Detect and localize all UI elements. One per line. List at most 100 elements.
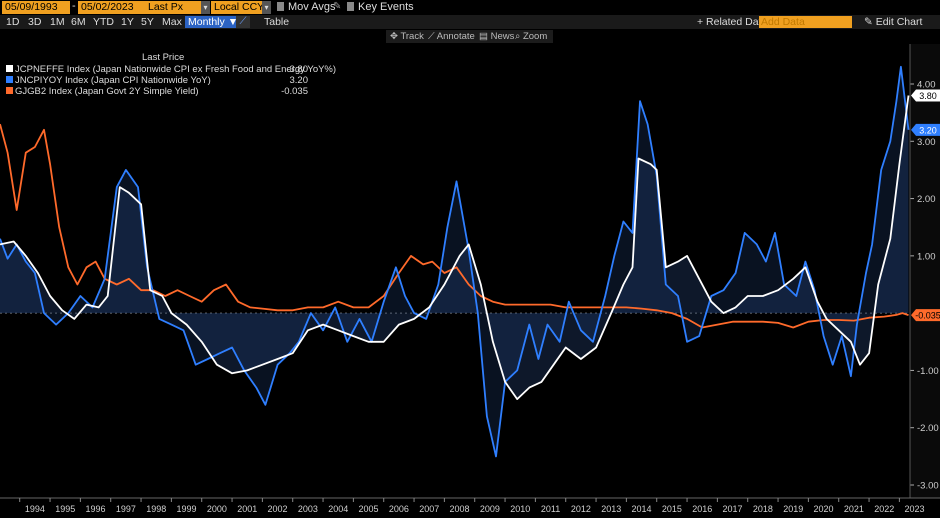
y-tick-label: -2.00 bbox=[917, 423, 939, 434]
plot-area bbox=[0, 44, 910, 498]
legend-row-jcpneffe[interactable]: JCPNEFFE Index (Japan Nationwide CPI ex … bbox=[6, 64, 336, 75]
annotate-tool[interactable]: ⟋ Annotate bbox=[428, 30, 475, 43]
series-area-1 bbox=[0, 66, 909, 457]
last-price-label-gjgb2: -0.035 bbox=[911, 309, 940, 322]
series-line-gjgb2[interactable] bbox=[0, 123, 909, 329]
x-tick-label: 2013 bbox=[601, 504, 621, 514]
price-field-select[interactable]: Last Px bbox=[145, 1, 207, 14]
last-price-tag bbox=[911, 309, 940, 322]
last-price-text: -0.035 bbox=[915, 311, 940, 321]
legend-header: Last Price bbox=[142, 52, 185, 63]
y-tick-label: 2.00 bbox=[917, 194, 936, 205]
x-tick-label: 2017 bbox=[723, 504, 743, 514]
annotate-label: Annotate bbox=[436, 31, 475, 42]
x-tick-label: 2009 bbox=[480, 504, 500, 514]
series-line-jncpiyoy[interactable] bbox=[0, 65, 910, 458]
key-events-label[interactable]: Key Events bbox=[358, 1, 414, 13]
y-tick-label: -1.00 bbox=[917, 366, 939, 377]
news-tool[interactable]: ▤ News bbox=[479, 30, 514, 43]
y-axis: 4.00 3.00 2.00 1.00 -1.00 -2.00 -3.00 bbox=[909, 44, 939, 498]
series-line-jcpneffe[interactable] bbox=[0, 95, 910, 401]
track-tool[interactable]: ✥ Track bbox=[390, 30, 424, 43]
currency-select[interactable]: Local CCY bbox=[211, 1, 268, 14]
table-button[interactable]: Table bbox=[264, 16, 290, 28]
frequency-dropdown-icon: ▼ bbox=[227, 16, 239, 28]
x-tick-label: 2001 bbox=[237, 504, 257, 514]
legend-value-jcpneffe: 3.80 bbox=[289, 64, 309, 75]
x-tick-label: 2004 bbox=[328, 504, 348, 514]
last-price-label-jcpneffe: 3.80 bbox=[911, 89, 940, 102]
mov-avgs-label[interactable]: Mov Avgs bbox=[288, 1, 336, 13]
top-toolbar: 05/09/1993 - 05/02/2023 Last Px ▾ Local … bbox=[0, 0, 940, 15]
last-price-label-jncpiyoy: 3.20 bbox=[911, 123, 940, 136]
frequency-select[interactable]: Monthly ▼ bbox=[185, 16, 242, 28]
last-price-tag bbox=[911, 123, 940, 136]
currency-dropdown-icon[interactable]: ▾ bbox=[262, 1, 271, 14]
legend-label-gjgb2: GJGB2 Index (Japan Govt 2Y Simple Yield) bbox=[15, 86, 199, 97]
legend-swatch-white bbox=[6, 65, 13, 72]
mov-avgs-toggle[interactable] bbox=[277, 2, 284, 11]
x-tick-label: 2019 bbox=[783, 504, 803, 514]
x-tick-label: 2018 bbox=[753, 504, 773, 514]
mov-avgs-edit-icon[interactable]: ✎ bbox=[333, 1, 342, 12]
x-tick-label: 1996 bbox=[86, 504, 106, 514]
legend-label-jncpiyoy: JNCPIYOY Index (Japan CPI Nationwide YoY… bbox=[15, 75, 211, 86]
legend-row-jncpiyoy[interactable]: JNCPIYOY Index (Japan CPI Nationwide YoY… bbox=[6, 75, 211, 86]
range-1y[interactable]: 1Y bbox=[121, 16, 134, 28]
legend-value-gjgb2: -0.035 bbox=[281, 86, 308, 97]
x-tick-label: 1994 bbox=[25, 504, 45, 514]
edit-chart-button[interactable]: ✎ Edit Chart bbox=[864, 16, 922, 28]
x-tick-label: 1999 bbox=[177, 504, 197, 514]
key-events-toggle[interactable] bbox=[347, 2, 354, 11]
frequency-label: Monthly bbox=[188, 16, 225, 28]
x-axis-panel bbox=[0, 498, 940, 518]
news-label: News bbox=[490, 31, 515, 42]
line-chart-icon[interactable]: ⟋ bbox=[236, 16, 250, 28]
legend-row-gjgb2[interactable]: GJGB2 Index (Japan Govt 2Y Simple Yield) bbox=[6, 86, 199, 97]
track-icon: ✥ bbox=[390, 31, 401, 42]
range-max[interactable]: Max bbox=[162, 16, 182, 28]
edit-chart-label: Edit Chart bbox=[875, 16, 923, 28]
range-3d[interactable]: 3D bbox=[28, 16, 42, 28]
legend-swatch-orange bbox=[6, 87, 13, 94]
x-tick-label: 2008 bbox=[450, 504, 470, 514]
x-tick-label: 2015 bbox=[662, 504, 682, 514]
legend-value-jncpiyoy: 3.20 bbox=[289, 75, 309, 86]
legend-swatch-blue bbox=[6, 76, 13, 83]
x-tick-label: 2007 bbox=[419, 504, 439, 514]
x-tick-label: 2002 bbox=[268, 504, 288, 514]
range-ytd[interactable]: YTD bbox=[93, 16, 114, 28]
x-tick-label: 2003 bbox=[298, 504, 318, 514]
x-tick-label: 2020 bbox=[814, 504, 834, 514]
x-tick-label: 2022 bbox=[874, 504, 894, 514]
y-tick-label: 4.00 bbox=[917, 80, 936, 91]
last-price-labels: 3.80 3.20 -0.035 bbox=[911, 89, 940, 322]
end-date-field[interactable]: 05/02/2023 bbox=[78, 1, 155, 14]
price-field-dropdown-icon[interactable]: ▾ bbox=[201, 1, 210, 14]
range-1d[interactable]: 1D bbox=[6, 16, 20, 28]
range-1m[interactable]: 1M bbox=[50, 16, 65, 28]
plot-background bbox=[0, 44, 940, 518]
edit-chart-icon: ✎ bbox=[864, 16, 876, 28]
x-tick-label: 2010 bbox=[510, 504, 530, 514]
series-lines bbox=[0, 65, 910, 458]
range-6m[interactable]: 6M bbox=[71, 16, 86, 28]
start-date-field[interactable]: 05/09/1993 bbox=[2, 1, 70, 14]
last-price-text: 3.80 bbox=[919, 91, 937, 101]
zoom-icon: ⌕ bbox=[515, 31, 523, 42]
x-axis: 1994 1995 1996 1997 1998 1999 2000 2001 2002 2003… bbox=[0, 497, 940, 514]
y-tick-label: -3.00 bbox=[917, 481, 939, 492]
x-tick-label: 2005 bbox=[359, 504, 379, 514]
x-tick-label: 2016 bbox=[692, 504, 712, 514]
x-tick-label: 1998 bbox=[146, 504, 166, 514]
last-price-text: 3.20 bbox=[919, 125, 937, 135]
series-area-0 bbox=[0, 95, 909, 400]
range-5y[interactable]: 5Y bbox=[141, 16, 154, 28]
zoom-tool[interactable]: ⌕ Zoom bbox=[515, 30, 547, 43]
add-data-input[interactable]: Add Data bbox=[759, 16, 852, 28]
x-tick-label: 2011 bbox=[541, 504, 560, 514]
zoom-label: Zoom bbox=[522, 31, 548, 42]
x-tick-label: 2021 bbox=[844, 504, 864, 514]
related-data-button[interactable]: + Related Dat bbox=[697, 16, 762, 28]
